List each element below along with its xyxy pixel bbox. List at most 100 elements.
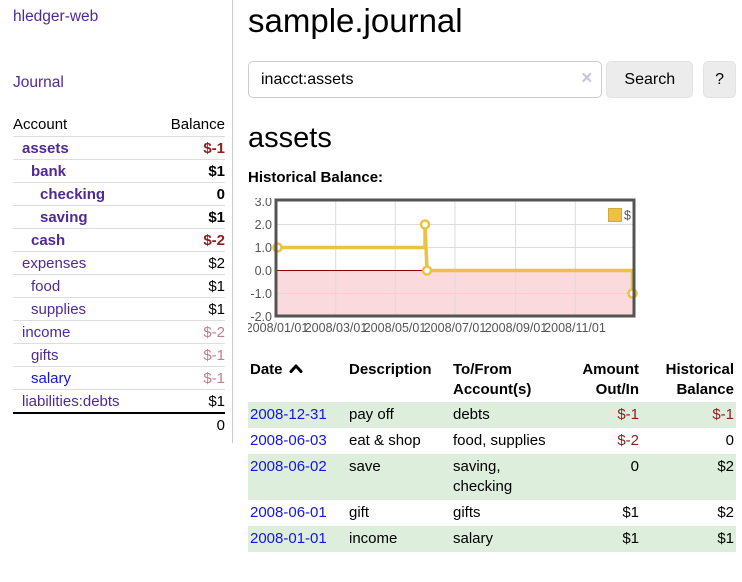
register-header-row: Date Description To/From Account(s) Amou… bbox=[248, 358, 736, 402]
transaction-accounts: gifts bbox=[453, 504, 481, 521]
balance-chart-svg: $ 3.0 2.0 1.0 0.0 -1.0 -2.0 2008/01/01 2… bbox=[248, 198, 638, 335]
transaction-date-link[interactable]: 2008-06-03 bbox=[250, 432, 327, 449]
x-tick: 2008/03/01 bbox=[305, 321, 368, 335]
register-table: Date Description To/From Account(s) Amou… bbox=[248, 358, 736, 552]
transaction-description: income bbox=[349, 530, 398, 547]
account-balance: $-1 bbox=[153, 136, 225, 160]
transaction-amount: $-2 bbox=[617, 432, 639, 449]
y-tick: -2.0 bbox=[250, 310, 272, 324]
transaction-date-link[interactable]: 2008-06-02 bbox=[250, 458, 327, 475]
transaction-balance: $2 bbox=[717, 458, 734, 475]
register-header-description: Description bbox=[349, 361, 432, 378]
transaction-balance: $-1 bbox=[712, 406, 734, 423]
sidebar-account-cash[interactable]: cash bbox=[31, 231, 66, 249]
account-balance: $1 bbox=[153, 159, 225, 183]
register-header-amount: Amount Out/In bbox=[582, 361, 639, 398]
sidebar-account-liabilities-debts[interactable]: liabilities:debts bbox=[22, 392, 120, 410]
transaction-accounts: saving, checking bbox=[453, 458, 513, 495]
transaction-row: 2008-06-02 save saving, checking 0 $2 bbox=[248, 454, 736, 500]
account-row: expenses $2 bbox=[13, 251, 225, 275]
register-header-date[interactable]: Date bbox=[248, 358, 347, 402]
account-row: cash $-2 bbox=[13, 228, 225, 252]
chart-x-axis: 2008/01/01 2008/03/01 2008/05/01 2008/07… bbox=[248, 321, 606, 335]
transaction-row: 2008-01-01 income salary $1 $1 bbox=[248, 526, 736, 552]
account-balance: $-1 bbox=[153, 343, 225, 367]
account-balance: $-2 bbox=[153, 228, 225, 252]
transaction-date-link[interactable]: 2008-06-01 bbox=[250, 504, 327, 521]
account-balance: $1 bbox=[153, 297, 225, 321]
transaction-balance: $1 bbox=[717, 530, 734, 547]
transaction-balance: $2 bbox=[717, 504, 734, 521]
search-button[interactable]: Search bbox=[606, 61, 694, 98]
x-tick: 2008/11/01 bbox=[544, 321, 606, 335]
chart-title: Historical Balance: bbox=[248, 169, 384, 186]
transaction-description: save bbox=[349, 458, 381, 475]
sidebar-account-saving[interactable]: saving bbox=[40, 208, 88, 226]
x-tick: 2008/05/01 bbox=[364, 321, 427, 335]
transaction-description: eat & shop bbox=[349, 432, 421, 449]
account-balance: $1 bbox=[153, 274, 225, 298]
account-row: salary $-1 bbox=[13, 366, 225, 390]
account-balance: $1 bbox=[208, 392, 225, 410]
sidebar-account-expenses[interactable]: expenses bbox=[22, 254, 87, 272]
y-tick: 3.0 bbox=[255, 198, 272, 209]
account-row: food $1 bbox=[13, 274, 225, 298]
sidebar-account-assets[interactable]: assets bbox=[22, 139, 69, 157]
sidebar-account-food[interactable]: food bbox=[31, 277, 61, 295]
clear-search-icon[interactable]: × bbox=[581, 68, 593, 89]
sidebar-account-checking[interactable]: checking bbox=[40, 185, 106, 203]
account-row: gifts $-1 bbox=[13, 343, 225, 367]
x-tick: 2008/07/01 bbox=[424, 321, 487, 335]
account-balance: $2 bbox=[153, 251, 225, 275]
accounts-table-header: Account Balance bbox=[13, 113, 225, 137]
chart-y-axis: 3.0 2.0 1.0 0.0 -1.0 -2.0 bbox=[250, 198, 272, 324]
transaction-date-link[interactable]: 2008-01-01 bbox=[250, 530, 327, 547]
accounts-header-balance: Balance bbox=[153, 113, 225, 137]
main-content: sample.journal × Search ? assets Histori… bbox=[233, 0, 742, 552]
transaction-amount: $1 bbox=[622, 504, 639, 521]
page-title: sample.journal bbox=[248, 2, 463, 39]
accounts-total-row: 0 bbox=[13, 412, 225, 437]
transaction-row: 2008-06-03 eat & shop food, supplies $-2… bbox=[248, 428, 736, 454]
sidebar-account-salary[interactable]: salary bbox=[31, 369, 72, 387]
account-balance: $1 bbox=[153, 205, 225, 229]
account-balance: $-2 bbox=[153, 320, 225, 344]
balance-chart[interactable]: $ 3.0 2.0 1.0 0.0 -1.0 -2.0 2008/01/01 2… bbox=[248, 198, 736, 336]
accounts-header-account: Account bbox=[13, 113, 154, 137]
help-button[interactable]: ? bbox=[703, 61, 736, 98]
transaction-accounts: salary bbox=[453, 530, 494, 547]
account-row: checking 0 bbox=[13, 182, 225, 206]
search-input[interactable] bbox=[248, 61, 603, 98]
transaction-row: 2008-12-31 pay off debts $-1 $-1 bbox=[248, 402, 736, 428]
transaction-balance: 0 bbox=[725, 432, 734, 449]
account-row: saving $1 bbox=[13, 205, 225, 229]
legend-swatch bbox=[608, 208, 622, 222]
transaction-amount: 0 bbox=[630, 458, 639, 475]
sidebar-account-supplies[interactable]: supplies bbox=[31, 300, 87, 318]
account-row: liabilities:debts $1 bbox=[13, 390, 225, 414]
chart-border bbox=[274, 198, 636, 318]
app-brand-link[interactable]: hledger-web bbox=[13, 8, 99, 25]
app-layout: hledger-web Journal Account Balance asse… bbox=[13, 0, 742, 552]
account-row: bank $1 bbox=[13, 159, 225, 183]
transaction-date-link[interactable]: 2008-12-31 bbox=[250, 406, 327, 423]
accounts-table: Account Balance assets $-1 bank $1 check… bbox=[13, 113, 225, 437]
y-tick: -1.0 bbox=[250, 287, 272, 301]
account-row: income $-2 bbox=[13, 320, 225, 344]
transaction-accounts: debts bbox=[453, 406, 490, 423]
register-header-tofrom: To/From Account(s) bbox=[453, 361, 532, 398]
y-tick: 1.0 bbox=[255, 241, 272, 255]
transaction-accounts: food, supplies bbox=[453, 432, 546, 449]
sidebar-item-journal[interactable]: Journal bbox=[13, 74, 64, 91]
x-tick: 2008/09/01 bbox=[485, 321, 548, 335]
account-row: supplies $1 bbox=[13, 297, 225, 321]
account-row: assets $-1 bbox=[13, 136, 225, 160]
sidebar-account-income[interactable]: income bbox=[22, 323, 71, 341]
transaction-amount: $-1 bbox=[617, 406, 639, 423]
transaction-description: pay off bbox=[349, 406, 394, 423]
sidebar-account-gifts[interactable]: gifts bbox=[31, 346, 59, 364]
register-header-balance: Historical Balance bbox=[665, 361, 734, 398]
y-tick: 2.0 bbox=[255, 218, 272, 232]
transaction-description: gift bbox=[349, 504, 370, 521]
sidebar-account-bank[interactable]: bank bbox=[31, 162, 67, 180]
